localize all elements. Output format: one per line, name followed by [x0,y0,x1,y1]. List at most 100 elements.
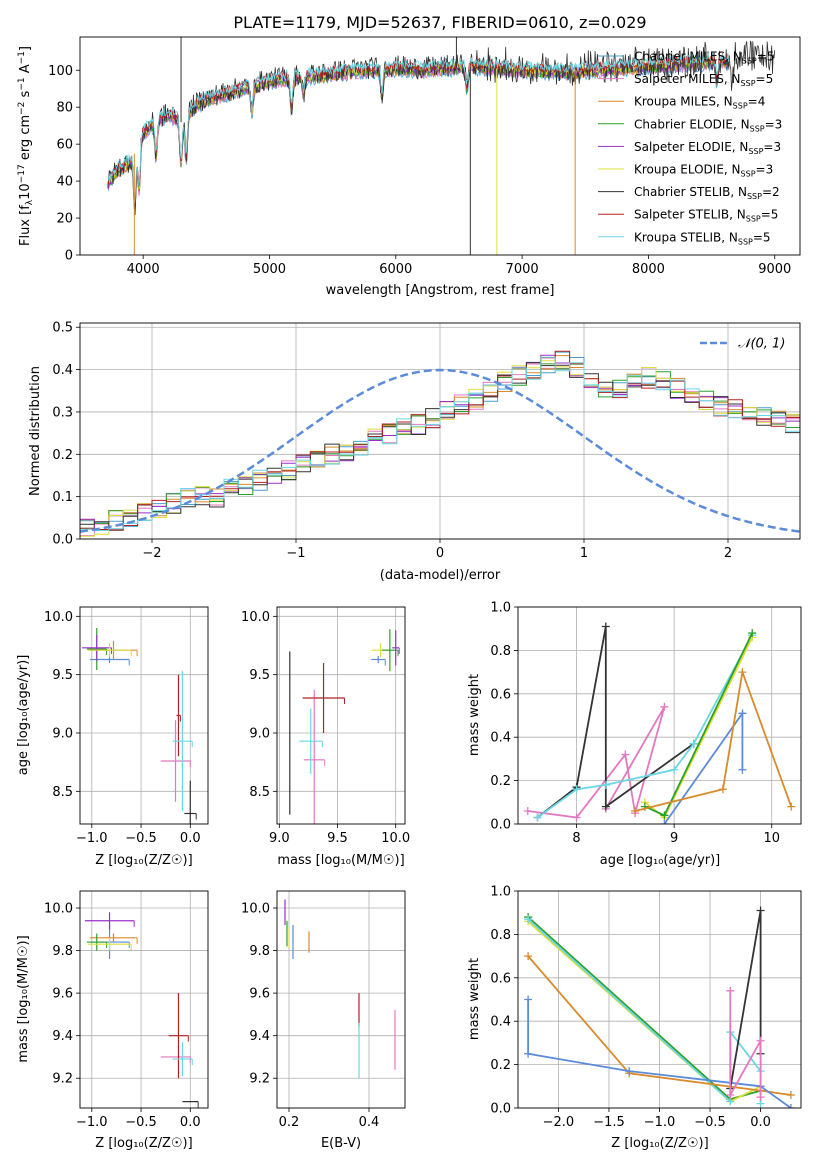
plot-area [523,622,796,824]
wZ-ylabel: mass weight [467,958,482,1040]
y-tick-label: 10.0 [241,902,270,917]
axes-frame [276,606,406,825]
plus-marker [718,785,727,794]
y-tick-label: 0.0 [490,1102,511,1117]
residuals-legend: 𝒩(0, 1) [700,337,785,352]
y-tick-label: 0.4 [490,731,511,746]
y-tick-label: 9.6 [52,987,73,1002]
x-tick-label: −1.0 [76,831,108,846]
x-tick-label: −0.5 [125,1115,157,1130]
legend-label: Salpeter ELODIE, NSSP=3 [634,140,781,156]
x-tick-label: 0.0 [180,1115,201,1130]
x-tick-label: −1 [286,546,305,561]
x-tick-label: −0.5 [125,831,157,846]
legend-label: 𝒩(0, 1) [738,337,785,352]
x-tick-label: 10 [763,831,780,846]
ageM-xlabel: mass [log₁₀(M/M☉)] [277,853,404,868]
y-tick-label: 9.6 [249,987,270,1002]
axes-frame [517,606,802,825]
spectrum-legend: Chabrier MILES, NSSP=5 Salpeter MILES, NS… [598,50,782,246]
x-tick-label: −1.0 [76,1115,108,1130]
plus-marker [660,811,669,820]
y-tick-label: 0.8 [490,928,511,943]
x-tick-label: 9.5 [327,831,348,846]
spectrum-xlabel: wavelength [Angstrom, rest frame] [326,283,555,298]
x-tick-label: 9000 [758,262,791,277]
x-tick-label: 8000 [632,262,665,277]
y-tick-label: 0.6 [490,971,511,986]
legend-label: Kroupa STELIB, NSSP=5 [634,230,771,246]
spectrum-ylabel: Flux [fλ10−17 erg cm−2 s−1 A−1] [17,46,35,246]
weight-series [536,634,753,819]
y-tick-label: 0.2 [490,774,511,789]
axes-frame [79,890,209,1109]
plus-marker [660,820,669,824]
x-tick-label: 5000 [253,262,286,277]
x-tick-label: 0.4 [359,1115,380,1130]
y-tick-label: 1.0 [490,885,511,900]
legend-label: Kroupa MILES, NSSP=4 [634,95,765,111]
plus-marker [748,629,757,638]
x-tick-label: −2 [142,546,161,561]
legend-label: Chabrier STELIB, NSSP=2 [634,185,780,201]
plus-marker [625,1067,634,1076]
y-tick-label: 20 [56,212,73,227]
wAge-ylabel: mass weight [467,674,482,756]
plus-marker [786,1090,795,1099]
plus-marker [756,1093,765,1102]
plot-area [80,350,800,537]
spectrum-line [107,53,730,205]
plus-marker [572,785,581,794]
weight-series [729,990,762,1099]
y-tick-label: 10.0 [44,610,73,625]
plus-marker [524,1049,533,1058]
panel-age-vs-mass: 9.0 9.5 10.0 8.5 9.0 9.5 10.0 mass [log₁₀(M/M☉… [241,606,410,868]
y-tick-label: 9.8 [52,944,73,959]
plus-marker [786,1104,795,1108]
wAge-xlabel: age [log₁₀(age/yr)] [600,853,721,868]
plus-marker [726,986,735,995]
plus-marker [660,702,669,711]
wZ-xlabel: Z [log₁₀(Z/Z☉)] [611,1136,708,1151]
plus-marker [524,952,533,961]
x-tick-label: 0.2 [279,1115,300,1130]
y-tick-label: 9.4 [52,1029,73,1044]
x-tick-label: 2 [724,546,732,561]
x-tick-label: −0.5 [694,1115,726,1130]
plus-marker [670,765,679,774]
y-tick-label: 0.5 [52,321,73,336]
y-tick-label: 9.4 [249,1029,270,1044]
y-tick-label: 0.8 [490,644,511,659]
plus-marker [601,622,610,631]
massZ-xlabel: Z [log₁₀(Z/Z☉)] [95,1136,192,1151]
y-tick-label: 0.0 [52,533,73,548]
axes-frame [79,606,209,825]
y-tick-label: 0.4 [52,363,73,378]
plus-marker [738,765,747,774]
weight-series [527,955,792,1096]
x-tick-label: 7000 [506,262,539,277]
panel-age-vs-Z: −1.0 −0.5 0.0 8.5 9.0 9.5 10.0 Z [log₁₀(Z/Z☉)]… [16,606,209,868]
plus-marker [631,806,640,815]
plus-marker [524,995,533,1004]
plus-marker [738,709,747,718]
plot-area [524,906,795,1108]
x-tick-label: −1.5 [593,1115,625,1130]
residuals-xlabel: (data-model)/error [380,568,501,583]
plus-marker [726,1090,735,1099]
y-tick-label: 10.0 [241,610,270,625]
y-tick-label: 0 [65,249,73,264]
y-tick-label: 0.2 [52,448,73,463]
y-tick-label: 1.0 [490,601,511,616]
y-tick-label: 9.2 [52,1072,73,1087]
plus-marker [533,813,542,822]
y-tick-label: 0.1 [52,490,73,505]
y-tick-label: 9.5 [52,668,73,683]
legend-label: Chabrier ELODIE, NSSP=3 [634,117,782,133]
y-tick-label: 9.0 [249,727,270,742]
y-tick-label: 60 [56,138,73,153]
panel-weight-vs-Z: −2.0 −1.5 −1.0 −0.5 0.0 0.0 0.2 0.4 0.6 0.8 1.0 Z … [467,885,802,1151]
plus-marker [523,806,532,815]
plot-area [284,899,396,1079]
